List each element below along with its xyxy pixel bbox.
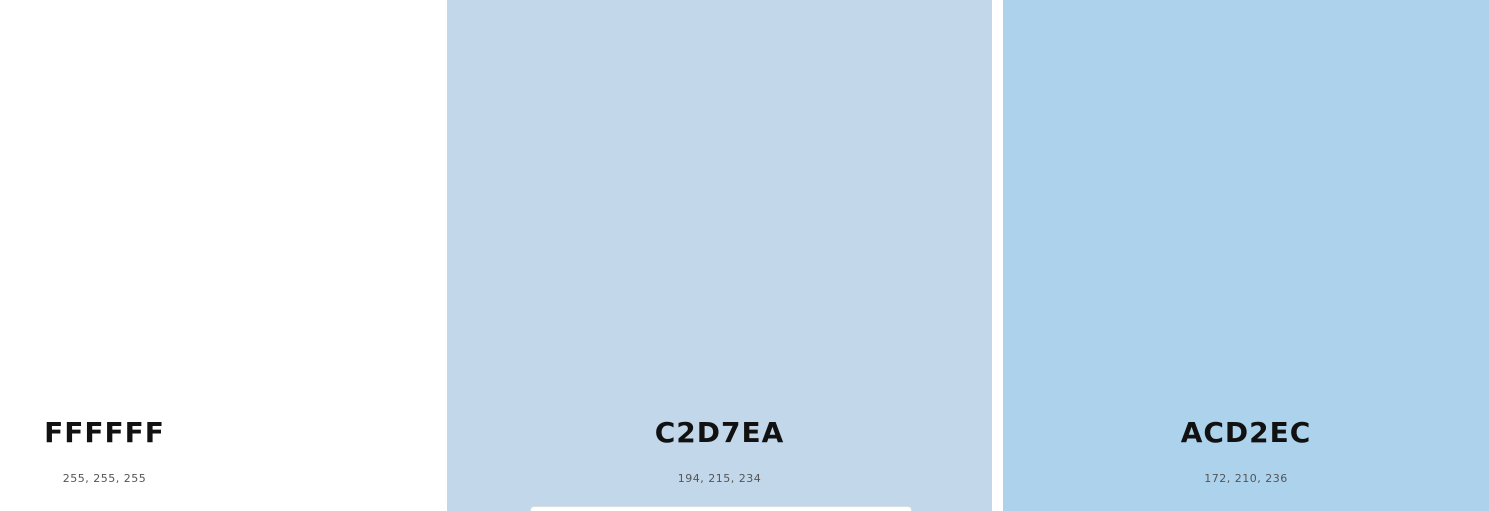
swatch-hex-code[interactable]: FFFFFF (44, 416, 165, 449)
swatch-hex-code[interactable]: C2D7EA (654, 416, 785, 449)
swatch-action-bar[interactable] (530, 506, 912, 511)
swatch-rgb-values: 172, 210, 236 (1204, 472, 1288, 485)
swatch-hex-code[interactable]: ACD2EC (1180, 416, 1312, 449)
swatch-rgb-values: 255, 255, 255 (62, 472, 147, 485)
color-swatch-light-steel-blue[interactable]: C2D7EA 194, 215, 234 (447, 0, 992, 511)
color-swatch-sky-blue[interactable]: ACD2EC 172, 210, 236 (1003, 0, 1489, 511)
swatch-rgb-values: 194, 215, 234 (677, 472, 762, 485)
color-swatch-white[interactable]: FFFFFF 255, 255, 255 (0, 0, 447, 511)
